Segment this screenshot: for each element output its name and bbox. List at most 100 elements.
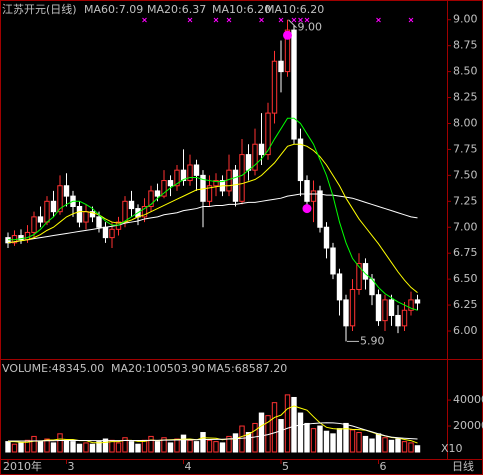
volume-bar xyxy=(187,439,193,453)
volume-bar xyxy=(343,422,349,453)
volume-bar xyxy=(122,437,128,453)
event-marker xyxy=(376,17,381,23)
volume-bar xyxy=(83,442,89,453)
candle-body xyxy=(356,263,362,291)
y-tick-label: 6.75 xyxy=(453,246,478,259)
event-marker xyxy=(408,17,414,23)
candle-body xyxy=(76,205,83,223)
event-marker xyxy=(259,17,264,23)
volume-bar xyxy=(297,412,304,453)
indicator-label: MA5:68587.20 xyxy=(207,362,287,375)
candle-body xyxy=(193,164,200,176)
signal-dot xyxy=(302,204,312,214)
volume-bar xyxy=(323,430,330,453)
indicator-label: MA10:6.20 xyxy=(212,3,271,16)
candle-body xyxy=(226,169,232,192)
event-marker xyxy=(213,17,219,23)
y-tick-label: 8.75 xyxy=(453,39,478,52)
volume-bar xyxy=(388,439,395,453)
candle-body xyxy=(37,216,44,223)
volume-bar xyxy=(63,439,70,453)
volume-bar xyxy=(89,443,96,453)
volume-bar xyxy=(336,428,343,453)
scale-label: X10 xyxy=(441,442,463,455)
candle-body xyxy=(336,273,343,301)
candle-body xyxy=(304,180,310,202)
candle-body xyxy=(180,169,187,182)
volume-bar xyxy=(291,396,297,453)
ma-line xyxy=(8,405,418,444)
volume-bar xyxy=(154,441,161,453)
event-marker xyxy=(298,17,303,23)
volume-bar xyxy=(174,438,180,453)
event-marker xyxy=(291,17,297,23)
volume-bar xyxy=(57,433,63,453)
y-tick-label: 6.25 xyxy=(453,298,478,311)
volume-bar xyxy=(375,433,382,453)
ma-line xyxy=(8,422,418,442)
candle-body xyxy=(284,29,291,73)
volume-bar xyxy=(31,435,37,453)
candle-body xyxy=(148,190,154,207)
x-tick-label: 4 xyxy=(185,460,192,473)
volume-bar xyxy=(226,435,232,453)
candle-body xyxy=(414,299,421,304)
volume-bar xyxy=(193,441,200,453)
candle-body xyxy=(96,216,102,228)
volume-bar xyxy=(200,432,206,453)
volume-bar xyxy=(141,439,148,453)
y-tick-label: 7.50 xyxy=(453,168,478,181)
indicator-label: MA60:7.09 xyxy=(84,3,143,16)
y-tick-label: 9.00 xyxy=(453,13,478,26)
candle-body xyxy=(187,164,193,182)
ma-line xyxy=(7,143,418,294)
candle-body xyxy=(122,200,128,223)
y-tick-label: 6.00 xyxy=(453,324,478,337)
volume-bar xyxy=(278,419,284,453)
x-tick-label: 5 xyxy=(282,460,289,473)
event-marker xyxy=(304,17,310,23)
candle-body xyxy=(141,205,148,218)
y-tick-label: 8.00 xyxy=(453,116,478,129)
y-tick-label: 7.25 xyxy=(453,194,478,207)
candle-body xyxy=(5,237,11,244)
candle-body xyxy=(239,154,245,202)
volume-bar xyxy=(304,422,310,453)
candle-body xyxy=(362,263,369,280)
candle-body xyxy=(388,299,395,316)
annotation-label: 5.90 xyxy=(360,334,385,347)
event-marker xyxy=(187,17,193,23)
volume-bar xyxy=(206,439,213,453)
candle-body xyxy=(167,180,174,187)
volume-bar xyxy=(213,441,219,453)
annotation-arrow xyxy=(288,19,297,29)
volume-bar xyxy=(148,435,154,453)
volume-bar xyxy=(115,442,122,453)
candle-body xyxy=(310,190,317,202)
chart-title: 江苏开元(日线) xyxy=(2,2,77,16)
volume-bar xyxy=(18,442,24,453)
candle-body xyxy=(278,60,284,73)
candle-body xyxy=(31,216,37,233)
candle-body xyxy=(18,235,24,241)
volume-bar xyxy=(161,437,167,453)
x-tick-label: 2010年 xyxy=(3,459,42,473)
volume-bar xyxy=(70,441,76,453)
candle-body xyxy=(206,185,213,202)
candle-body xyxy=(317,190,323,228)
candle-body xyxy=(349,289,356,327)
candle-body xyxy=(265,112,271,156)
ma-line xyxy=(7,193,418,244)
volume-bar xyxy=(271,402,278,453)
y-tick-label: 40000 xyxy=(453,393,483,406)
volume-bar xyxy=(135,443,141,453)
candle-body xyxy=(174,169,180,187)
y-tick-label: 7.00 xyxy=(453,220,478,233)
volume-bar xyxy=(401,441,408,453)
volume-bar xyxy=(11,443,18,453)
volume-bar xyxy=(219,442,226,453)
candle-body xyxy=(161,180,167,197)
volume-bar xyxy=(395,438,401,453)
candle-body xyxy=(44,200,50,223)
signal-dot xyxy=(283,30,292,40)
